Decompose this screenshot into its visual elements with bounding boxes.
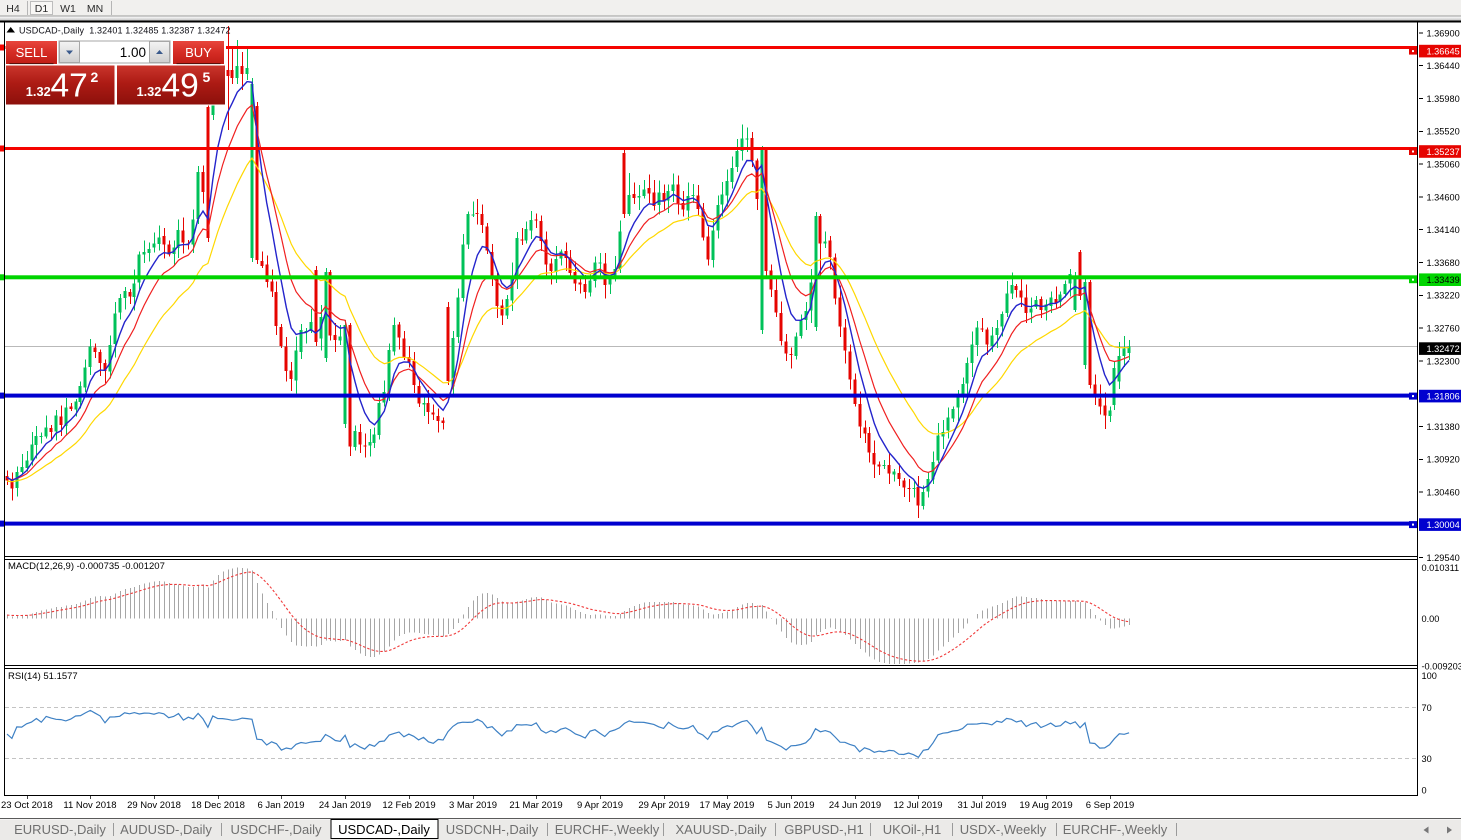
svg-text:RSI(14) 51.1577: RSI(14) 51.1577 [8, 671, 78, 682]
svg-text:49: 49 [162, 68, 199, 105]
svg-text:UKOil-,H1: UKOil-,H1 [883, 822, 942, 837]
svg-text:23 Oct 2018: 23 Oct 2018 [1, 800, 53, 811]
svg-text:6 Sep 2019: 6 Sep 2019 [1086, 800, 1135, 811]
svg-text:0.00: 0.00 [1422, 614, 1440, 624]
svg-text:1.34140: 1.34140 [1427, 225, 1460, 235]
svg-text:1.31806: 1.31806 [1427, 392, 1460, 402]
svg-text:GBPUSD-,H1: GBPUSD-,H1 [784, 822, 863, 837]
svg-text:1.35520: 1.35520 [1427, 127, 1460, 137]
svg-text:5: 5 [203, 69, 211, 85]
svg-text:H4: H4 [6, 3, 20, 15]
svg-text:1.36645: 1.36645 [1427, 47, 1460, 57]
svg-text:70: 70 [1422, 703, 1432, 713]
svg-text:SELL: SELL [16, 45, 48, 60]
svg-text:AUDUSD-,Daily: AUDUSD-,Daily [120, 822, 212, 837]
svg-text:24 Jun 2019: 24 Jun 2019 [829, 800, 881, 811]
svg-text:3 Mar 2019: 3 Mar 2019 [449, 800, 497, 811]
svg-text:1.00: 1.00 [120, 45, 146, 60]
svg-text:1.35237: 1.35237 [1427, 147, 1460, 157]
svg-text:1.34600: 1.34600 [1427, 192, 1460, 202]
svg-text:1.32300: 1.32300 [1427, 356, 1460, 366]
svg-text:47: 47 [51, 68, 88, 105]
svg-text:0.010311: 0.010311 [1422, 563, 1460, 573]
svg-text:18 Dec 2018: 18 Dec 2018 [191, 800, 245, 811]
svg-text:MACD(12,26,9) -0.000735 -0.001: MACD(12,26,9) -0.000735 -0.001207 [8, 561, 165, 572]
svg-text:1.36440: 1.36440 [1427, 61, 1460, 71]
svg-text:USDCAD-,Daily: USDCAD-,Daily [338, 822, 430, 837]
svg-text:21 Mar 2019: 21 Mar 2019 [509, 800, 562, 811]
svg-text:1.32472: 1.32472 [1427, 344, 1460, 354]
svg-text:0: 0 [1422, 785, 1427, 795]
svg-text:19 Aug 2019: 19 Aug 2019 [1019, 800, 1072, 811]
svg-text:100: 100 [1422, 671, 1437, 681]
svg-text:USDX-,Weekly: USDX-,Weekly [960, 822, 1047, 837]
svg-text:29 Nov 2018: 29 Nov 2018 [127, 800, 181, 811]
svg-text:XAUUSD-,Daily: XAUUSD-,Daily [675, 822, 767, 837]
svg-text:1.33680: 1.33680 [1427, 258, 1460, 268]
svg-text:W1: W1 [60, 3, 76, 15]
svg-text:USDCHF-,Daily: USDCHF-,Daily [231, 822, 323, 837]
svg-text:1.29540: 1.29540 [1427, 553, 1460, 563]
svg-text:BUY: BUY [185, 45, 212, 60]
svg-text:12 Jul 2019: 12 Jul 2019 [893, 800, 942, 811]
svg-text:1.30460: 1.30460 [1427, 488, 1460, 498]
svg-text:6 Jan 2019: 6 Jan 2019 [257, 800, 304, 811]
svg-text:D1: D1 [35, 3, 49, 15]
svg-text:11 Nov 2018: 11 Nov 2018 [63, 800, 116, 811]
svg-text:1.35060: 1.35060 [1427, 160, 1460, 170]
svg-text:1.30004: 1.30004 [1427, 520, 1460, 530]
svg-text:24 Jan 2019: 24 Jan 2019 [319, 800, 371, 811]
svg-text:1.32: 1.32 [26, 84, 51, 99]
svg-text:-0.009203: -0.009203 [1422, 662, 1461, 672]
svg-text:MN: MN [87, 3, 103, 15]
svg-text:EURCHF-,Weekly: EURCHF-,Weekly [1063, 822, 1168, 837]
svg-text:1.30920: 1.30920 [1427, 455, 1460, 465]
svg-text:2: 2 [91, 69, 99, 85]
svg-text:1.32760: 1.32760 [1427, 324, 1460, 334]
svg-text:1.36900: 1.36900 [1427, 28, 1460, 38]
svg-text:1.31380: 1.31380 [1427, 422, 1460, 432]
svg-text:17 May 2019: 17 May 2019 [700, 800, 755, 811]
svg-text:1.33220: 1.33220 [1427, 291, 1460, 301]
svg-text:30: 30 [1422, 754, 1432, 764]
svg-text:EURUSD-,Daily: EURUSD-,Daily [14, 822, 106, 837]
svg-text:29 Apr 2019: 29 Apr 2019 [638, 800, 689, 811]
svg-text:USDCNH-,Daily: USDCNH-,Daily [446, 822, 539, 837]
svg-text:EURCHF-,Weekly: EURCHF-,Weekly [555, 822, 660, 837]
svg-text:31 Jul 2019: 31 Jul 2019 [957, 800, 1006, 811]
svg-text:5 Jun 2019: 5 Jun 2019 [767, 800, 814, 811]
svg-text:1.35980: 1.35980 [1427, 94, 1460, 104]
svg-text:1.32: 1.32 [137, 84, 162, 99]
svg-text:USDCAD-,Daily 1.32401 1.32485: USDCAD-,Daily 1.32401 1.32485 1.32387 1.… [19, 26, 231, 36]
svg-text:12 Feb 2019: 12 Feb 2019 [382, 800, 435, 811]
svg-text:1.33439: 1.33439 [1427, 275, 1460, 285]
svg-text:9 Apr 2019: 9 Apr 2019 [577, 800, 623, 811]
